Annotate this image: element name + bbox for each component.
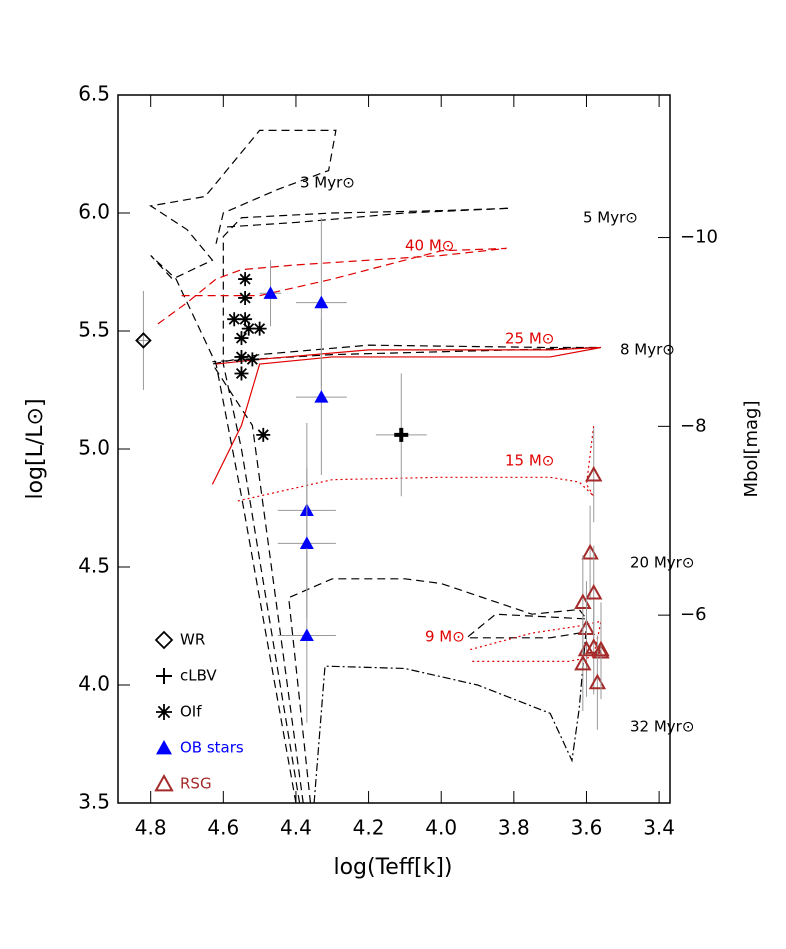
x-tick-label: 4.0 [425, 816, 457, 840]
data-point [238, 312, 253, 327]
y-tick-label: 5.0 [78, 436, 110, 460]
legend-label: RSG [180, 775, 212, 793]
y2-tick-label: −6 [680, 604, 707, 625]
data-point [227, 312, 242, 327]
y-tick-label: 6.0 [78, 200, 110, 224]
legend-marker [156, 740, 172, 755]
track-label: 32 Myr⊙ [630, 718, 694, 736]
y-axis-label: log[L/L⊙] [23, 398, 48, 499]
track-label: 15 M⊙ [505, 452, 554, 470]
y2-tick-label: −8 [680, 415, 707, 436]
y-tick-label: 4.0 [78, 672, 110, 696]
x-axis-label: log(Teff[k]) [333, 855, 452, 880]
x-tick-label: 4.8 [135, 816, 167, 840]
legend-marker [156, 668, 172, 684]
legend-marker [156, 704, 172, 720]
y2-tick-label: −10 [680, 227, 718, 248]
track-line [288, 578, 588, 804]
data-point [135, 332, 152, 349]
y-tick-label: 3.5 [78, 790, 110, 814]
data-point [234, 331, 249, 346]
data-point [256, 427, 271, 442]
data-point [245, 352, 260, 367]
data-point [314, 295, 329, 309]
track-line [211, 344, 598, 804]
track-line [157, 247, 507, 325]
legend-label: cLBV [180, 667, 217, 685]
track-label: 3 Myr⊙ [300, 174, 355, 192]
y-tick-label: 4.5 [78, 554, 110, 578]
track-label: 8 Myr⊙ [620, 341, 675, 359]
x-tick-label: 3.4 [643, 816, 675, 840]
track-label: 25 M⊙ [505, 330, 554, 348]
y-tick-label: 5.5 [78, 318, 110, 342]
data-point [234, 349, 249, 364]
legend-label: OB stars [180, 739, 244, 757]
track-line [313, 625, 588, 804]
legend-marker [154, 773, 174, 792]
data-point [238, 290, 253, 305]
data-point [241, 321, 256, 336]
track-line [211, 346, 602, 485]
track-label: 40 M⊙ [405, 237, 454, 255]
data-point [314, 390, 329, 403]
y2-axis-label: Mbol[mag] [741, 400, 762, 497]
data-point [234, 366, 249, 381]
track-line [470, 620, 602, 662]
legend-marker [154, 630, 174, 650]
legend-label: WR [180, 631, 205, 649]
track-label: 20 Myr⊙ [630, 554, 694, 572]
data-point [574, 654, 592, 671]
track-line [222, 207, 511, 804]
data-point [263, 286, 278, 299]
data-point [299, 536, 314, 549]
data-point [592, 640, 610, 657]
x-tick-label: 4.2 [353, 816, 385, 840]
track-line [237, 425, 595, 502]
x-tick-label: 4.4 [280, 816, 312, 840]
data-point [585, 465, 603, 482]
data-point [299, 628, 314, 642]
data-point [238, 272, 253, 287]
data-point [585, 583, 603, 600]
x-tick-label: 3.6 [571, 816, 603, 840]
track-label: 9 M⊙ [425, 628, 465, 646]
plot-frame [117, 94, 671, 804]
data-point [394, 427, 409, 442]
y-tick-label: 6.5 [78, 82, 110, 106]
track-line [149, 129, 337, 804]
track-label: 5 Myr⊙ [583, 209, 638, 227]
data-point [252, 321, 267, 336]
legend-label: OIf [180, 703, 202, 721]
x-tick-label: 3.8 [498, 816, 530, 840]
x-tick-label: 4.6 [207, 816, 239, 840]
